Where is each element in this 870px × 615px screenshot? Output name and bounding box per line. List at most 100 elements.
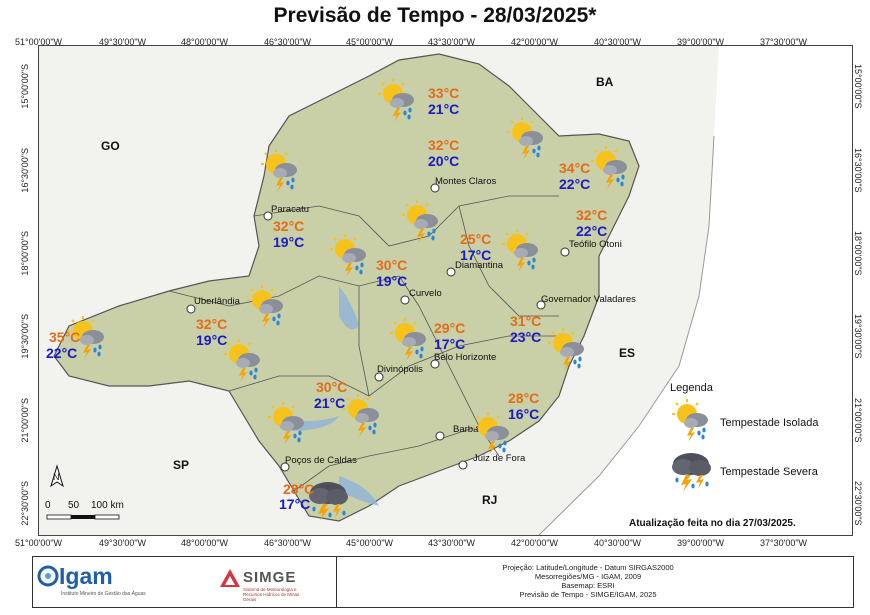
minas-gerais-shape bbox=[53, 53, 640, 522]
state-label-es: ES bbox=[619, 346, 635, 360]
city-label-teofilo-otoni: Teófilo Otoni bbox=[569, 239, 622, 250]
lat-tick-left: 19°30'00"S bbox=[20, 314, 30, 359]
scale-bar: 0 50 100 km bbox=[45, 500, 124, 520]
lon-tick-bottom: 37°30'00"W bbox=[760, 538, 808, 548]
city-marker bbox=[400, 295, 410, 305]
city-marker bbox=[263, 211, 273, 221]
forecast-labels: 33°C 21°C 32°C 20°C 34°C 22°C 32°C 19°C … bbox=[46, 85, 607, 512]
city-label-curvelo: Curvelo bbox=[409, 288, 442, 299]
city-marker bbox=[374, 372, 384, 382]
city-label-paracatu: Paracatu bbox=[271, 204, 309, 215]
lon-tick-bottom: 43°30'00"W bbox=[428, 538, 476, 548]
svg-text:N: N bbox=[53, 472, 60, 482]
lat-tick-right: 22°30'00"S bbox=[853, 481, 863, 526]
simge-logo-text: SIMGE bbox=[243, 569, 297, 586]
temp-min: 16°C bbox=[508, 406, 539, 422]
lon-tick-top: 37°30'00"W bbox=[760, 37, 808, 47]
lon-tick-top: 46°30'00"W bbox=[264, 37, 312, 47]
lon-tick-top: 51°00'00"W bbox=[15, 37, 63, 47]
legend-isolated-label: Tempestade Isolada bbox=[720, 417, 819, 429]
lat-tick-left: 15°00'00"S bbox=[20, 64, 30, 109]
city-label-uberlandia: Uberlândia bbox=[194, 296, 241, 307]
lon-tick-bottom: 46°30'00"W bbox=[264, 538, 312, 548]
simge-logo-icon bbox=[220, 569, 240, 587]
simge-subtitle: Sistema de Meteorologia e Recursos Hídri… bbox=[243, 587, 300, 602]
lat-tick-right: 19°30'00"S bbox=[853, 314, 863, 359]
credit-line: Basemap: ESRI bbox=[561, 581, 615, 590]
temp-max: 28°C bbox=[508, 390, 539, 406]
igam-subtitle: Instituto Mineiro de Gestão das Águas bbox=[61, 591, 146, 597]
temp-max: 30°C bbox=[316, 379, 347, 395]
update-note: Atualização feita no dia 27/03/2025. bbox=[629, 518, 796, 529]
lon-tick-top: 39°00'00"W bbox=[677, 37, 725, 47]
lat-tick-right: 18°00'00"S bbox=[853, 231, 863, 276]
city-label-belo-horizonte: Belo Horizonte bbox=[434, 352, 496, 363]
credit-line: Mesorregiões/MG - IGAM, 2009 bbox=[534, 572, 642, 581]
city-label-montes-claros: Montes Claros bbox=[435, 176, 496, 187]
temp-min: 22°C bbox=[46, 345, 77, 361]
city-label-barbacena: Barbacena bbox=[453, 424, 500, 435]
lon-tick-top: 45°00'00"W bbox=[346, 37, 394, 47]
lon-tick-bottom: 48°00'00"W bbox=[181, 538, 229, 548]
temp-min: 23°C bbox=[510, 329, 541, 345]
temp-max: 34°C bbox=[559, 160, 590, 176]
scale-label-100: 100 km bbox=[91, 500, 124, 511]
igam-logo-icon bbox=[37, 565, 59, 587]
map-svg: GO BA ES SP RJ Montes Claros Paracatu Te… bbox=[39, 46, 852, 535]
city-marker bbox=[430, 183, 440, 193]
lon-tick-bottom: 51°00'00"W bbox=[15, 538, 63, 548]
city-label-juiz-de-fora: Juiz de Fora bbox=[473, 453, 526, 464]
temp-max: 31°C bbox=[510, 313, 541, 329]
temp-min: 19°C bbox=[376, 273, 407, 289]
map-credits: Projeção: Latitude/Longitude - Datum SIR… bbox=[463, 563, 713, 599]
city-marker bbox=[446, 267, 456, 277]
temp-min: 17°C bbox=[460, 247, 491, 263]
credit-line: Projeção: Latitude/Longitude - Datum SIR… bbox=[502, 563, 674, 572]
lat-tick-left: 18°00'00"S bbox=[20, 231, 30, 276]
north-arrow-icon: N bbox=[50, 464, 64, 488]
lon-tick-bottom: 42°00'00"W bbox=[511, 538, 559, 548]
footer-divider bbox=[336, 557, 337, 607]
legend-title: Legenda bbox=[670, 382, 714, 394]
lon-tick-bottom: 45°00'00"W bbox=[346, 538, 394, 548]
temp-min: 20°C bbox=[428, 153, 459, 169]
lon-tick-bottom: 40°30'00"W bbox=[594, 538, 642, 548]
lon-tick-top: 48°00'00"W bbox=[181, 37, 229, 47]
temp-min: 17°C bbox=[434, 336, 465, 352]
city-label-governador-valadares: Governador Valadares bbox=[541, 294, 636, 305]
lon-tick-bottom: 39°00'00"W bbox=[677, 538, 725, 548]
lat-tick-right: 16°30'00"S bbox=[853, 148, 863, 193]
temp-max: 32°C bbox=[576, 207, 607, 223]
lon-tick-top: 42°00'00"W bbox=[511, 37, 559, 47]
city-marker bbox=[430, 359, 440, 369]
temp-max: 33°C bbox=[428, 85, 459, 101]
city-label-diamantina: Diamantina bbox=[455, 260, 504, 271]
temp-min: 22°C bbox=[559, 176, 590, 192]
temp-max: 35°C bbox=[49, 329, 80, 345]
city-marker bbox=[536, 300, 546, 310]
state-label-rj: RJ bbox=[482, 493, 497, 507]
legend-severe-label: Tempestade Severa bbox=[720, 466, 819, 478]
city-marker bbox=[435, 431, 445, 441]
state-label-sp: SP bbox=[173, 458, 189, 472]
temp-min: 21°C bbox=[314, 395, 345, 411]
map-title: Previsão de Tempo - 28/03/2025* bbox=[273, 4, 597, 27]
temp-min: 19°C bbox=[273, 234, 304, 250]
map-frame[interactable]: GO BA ES SP RJ Montes Claros Paracatu Te… bbox=[38, 45, 853, 536]
city-marker bbox=[186, 304, 196, 314]
lat-tick-left: 21°00'00"S bbox=[20, 398, 30, 443]
lon-tick-bottom: 49°30'00"W bbox=[99, 538, 147, 548]
temp-min: 17°C bbox=[279, 496, 310, 512]
city-marker bbox=[280, 462, 290, 472]
city-markers: Montes Claros Paracatu Teófilo Otoni Dia… bbox=[186, 176, 636, 472]
igam-logo-text: Igam bbox=[59, 563, 113, 589]
lon-tick-top: 43°30'00"W bbox=[428, 37, 476, 47]
temp-max: 28°C bbox=[283, 481, 314, 497]
temp-max: 25°C bbox=[460, 231, 491, 247]
footer: Igam Instituto Mineiro de Gestão das Águ… bbox=[32, 556, 854, 608]
lat-tick-left: 22°30'00"S bbox=[20, 481, 30, 526]
lon-tick-top: 40°30'00"W bbox=[594, 37, 642, 47]
temp-max: 30°C bbox=[376, 257, 407, 273]
lat-tick-left: 16°30'00"S bbox=[20, 148, 30, 193]
scale-label-0: 0 bbox=[45, 500, 51, 511]
